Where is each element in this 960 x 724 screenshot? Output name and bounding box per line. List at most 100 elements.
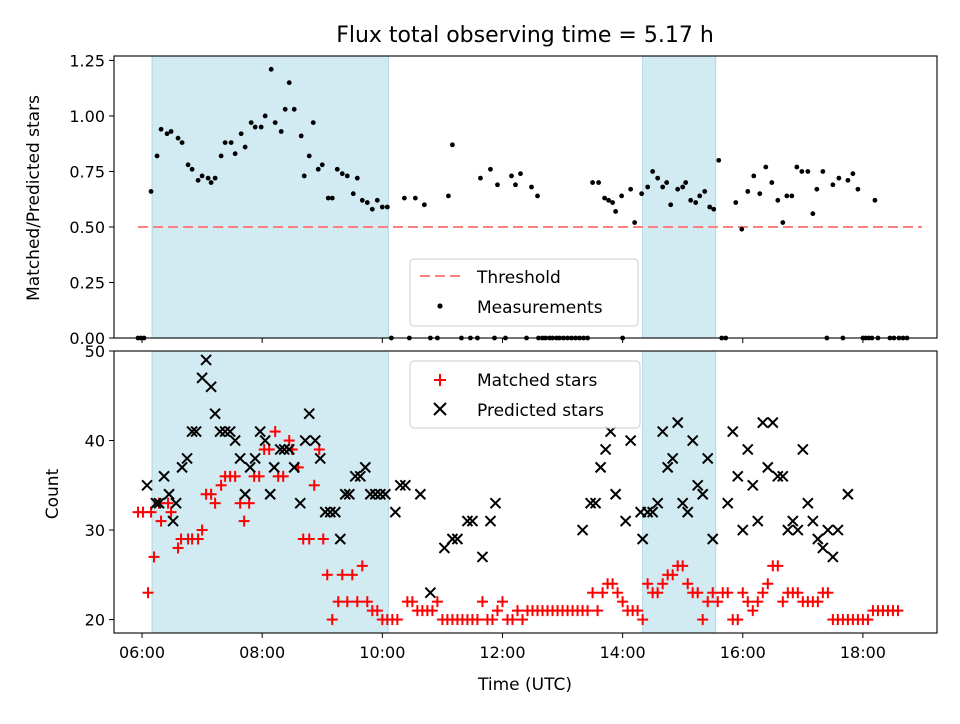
bottom-y-tick-label: 40 bbox=[85, 432, 105, 451]
predicted-star-point bbox=[686, 434, 699, 447]
top-y-tick-label: 1.25 bbox=[69, 51, 105, 70]
bottom-y-tick-label: 30 bbox=[85, 521, 105, 540]
measurement-point bbox=[784, 193, 790, 199]
predicted-star-point bbox=[219, 425, 231, 438]
matched-star-point bbox=[486, 614, 498, 626]
matched-star-point bbox=[391, 614, 403, 626]
predicted-star-point bbox=[379, 488, 392, 500]
measurement-point bbox=[310, 120, 316, 126]
matched-star-point bbox=[612, 587, 624, 599]
predicted-star-point bbox=[656, 425, 669, 438]
top-y-axis-label: Matched/Predicted stars bbox=[24, 95, 44, 301]
measurement-point bbox=[680, 184, 686, 190]
bottom-x-tick-label: 08:00 bbox=[239, 643, 285, 662]
predicted-star-point bbox=[205, 381, 217, 393]
shaded-interval-2 bbox=[642, 55, 717, 339]
measurement-point bbox=[780, 220, 786, 225]
matched-star-point bbox=[772, 560, 784, 572]
measurement-point bbox=[175, 135, 181, 141]
matched-star-point bbox=[737, 587, 749, 599]
predicted-star-point bbox=[339, 488, 351, 500]
top-legend: Threshold Measurements bbox=[409, 258, 639, 327]
measurement-point bbox=[769, 180, 775, 185]
predicted-star-point bbox=[797, 443, 809, 456]
matched-star-point bbox=[269, 426, 281, 438]
matched-star-point bbox=[697, 614, 709, 626]
predicted-star-point bbox=[461, 515, 474, 527]
measurement-point bbox=[664, 180, 670, 185]
predicted-star-point bbox=[264, 488, 276, 500]
predicted-star-point bbox=[732, 470, 744, 483]
matched-star-point bbox=[747, 605, 759, 617]
measurement-point bbox=[478, 175, 483, 181]
measurement-point bbox=[208, 180, 214, 185]
predicted-star-point bbox=[224, 425, 236, 438]
matched-star-point bbox=[732, 614, 744, 626]
measurement-point bbox=[339, 171, 345, 177]
bottom-y-ticks: 20 30 40 50 bbox=[85, 342, 114, 630]
predicted-star-point bbox=[757, 416, 769, 429]
predicted-star-point bbox=[314, 452, 326, 465]
measurement-point bbox=[590, 180, 595, 185]
top-y-ticks: 0.00 0.25 0.50 0.75 1.00 1.25 bbox=[69, 51, 114, 348]
predicted-star-point bbox=[354, 470, 367, 483]
measurement-point bbox=[384, 204, 390, 210]
top-y-tick-label: 0.00 bbox=[69, 329, 105, 348]
matched-star-point bbox=[145, 506, 157, 518]
predicted-star-point bbox=[399, 479, 412, 491]
matched-star-point bbox=[597, 587, 609, 599]
measurement-point bbox=[697, 193, 703, 199]
measurement-point bbox=[799, 169, 805, 174]
predicted-star-point bbox=[676, 497, 689, 509]
matched-star-point bbox=[283, 435, 295, 447]
measurement-point bbox=[262, 113, 268, 119]
predicted-star-point bbox=[822, 524, 834, 536]
predicted-star-point bbox=[466, 515, 479, 527]
measurement-point bbox=[805, 169, 811, 174]
measurement-point bbox=[529, 184, 534, 190]
measurements-legend-swatch bbox=[437, 303, 443, 309]
predicted-star-point bbox=[283, 443, 295, 456]
measurement-point bbox=[412, 195, 418, 201]
top-y-tick-label: 0.75 bbox=[69, 162, 105, 181]
measurement-point bbox=[242, 144, 248, 150]
top-legend-box bbox=[409, 258, 639, 327]
predicted-star-point bbox=[476, 551, 489, 563]
legend-threshold-label: Threshold bbox=[476, 268, 561, 288]
matched-star-point bbox=[677, 560, 689, 572]
predicted-star-point bbox=[274, 443, 286, 456]
legend-matched-label: Matched stars bbox=[477, 371, 597, 391]
matched-star-point bbox=[321, 569, 333, 581]
predicted-star-point bbox=[651, 497, 664, 509]
measurement-point bbox=[733, 200, 739, 205]
predicted-star-point bbox=[414, 488, 427, 500]
predicted-star-point bbox=[374, 488, 387, 500]
predicted-star-point bbox=[832, 524, 844, 536]
measurement-point bbox=[650, 169, 656, 174]
matched-star-point bbox=[238, 515, 250, 527]
measurement-point bbox=[374, 197, 380, 203]
bottom-legend-box bbox=[409, 360, 641, 429]
measurement-point bbox=[872, 197, 878, 203]
predicted-star-point bbox=[389, 506, 402, 518]
measurement-point bbox=[286, 80, 292, 86]
predicted-star-point bbox=[767, 416, 779, 429]
measurement-point bbox=[379, 204, 385, 210]
measurement-point bbox=[639, 191, 645, 197]
predicted-star-point bbox=[787, 515, 799, 527]
predicted-star-point bbox=[747, 479, 759, 491]
measurement-point bbox=[655, 175, 661, 181]
predicted-star-point bbox=[792, 524, 804, 536]
measurement-point bbox=[820, 169, 826, 174]
top-axes-frame bbox=[113, 55, 938, 339]
matched-star-point bbox=[196, 524, 208, 536]
predicted-star-point bbox=[742, 443, 754, 456]
measurement-point bbox=[668, 202, 674, 208]
matched-star-point bbox=[692, 587, 704, 599]
predicted-star-point bbox=[589, 497, 602, 509]
matched-star-point bbox=[162, 497, 174, 509]
bottom-legend: Matched stars Predicted stars bbox=[409, 360, 641, 429]
matched-star-point bbox=[792, 587, 804, 599]
measurement-point bbox=[158, 126, 164, 132]
measurement-point bbox=[421, 202, 427, 208]
